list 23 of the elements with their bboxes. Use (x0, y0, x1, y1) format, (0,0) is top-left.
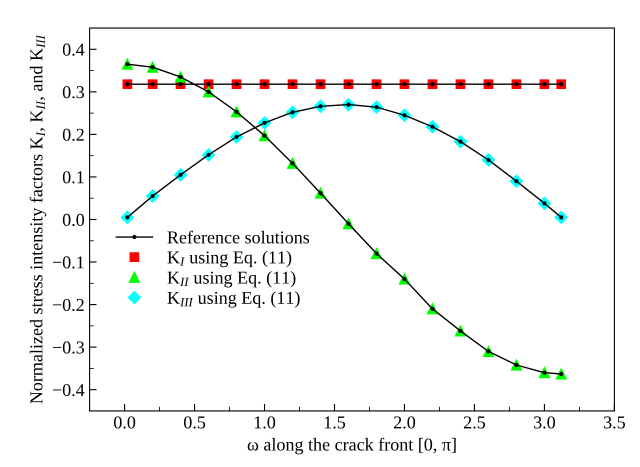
y-tick-label: 0.2 (62, 128, 84, 141)
legend-label: Reference solutions (167, 230, 310, 244)
y-tick-label: 0.1 (62, 171, 84, 184)
y-tick-label: −0.4 (52, 384, 84, 396)
y-tick-label: −0.3 (52, 341, 84, 354)
y-tick-label: −0.1 (52, 256, 84, 269)
y-tick-label: 0.4 (62, 44, 84, 56)
x-tick-label: 0.5 (184, 416, 206, 429)
x-tick-label: 3.5 (604, 416, 625, 429)
y-tick-label: 0.0 (62, 214, 84, 226)
legend-label: K$_{I}$ using Eq. (11) (167, 250, 292, 268)
legend-label: K$_{III}$ using Eq. (11) (167, 291, 300, 308)
y-tick-label: −0.2 (52, 298, 84, 312)
x-tick-label: 0.0 (114, 416, 136, 429)
x-tick-label: 3.0 (534, 416, 556, 429)
legend-label: K$_{II}$ using Eq. (11) (167, 271, 296, 288)
x-tick-label: 2.0 (394, 416, 416, 429)
x-axis-title: ω along the crack front [0, π] (248, 438, 456, 454)
x-tick-label: 1.0 (254, 416, 276, 429)
y-axis-title: Normalized stress intensity factors K$_{I}$, K$_{II}$, and K$_{III}$ (30, 34, 46, 404)
x-tick-label: 1.5 (324, 416, 346, 429)
x-tick-label: 2.5 (464, 416, 486, 429)
y-tick-label: 0.3 (62, 86, 84, 98)
